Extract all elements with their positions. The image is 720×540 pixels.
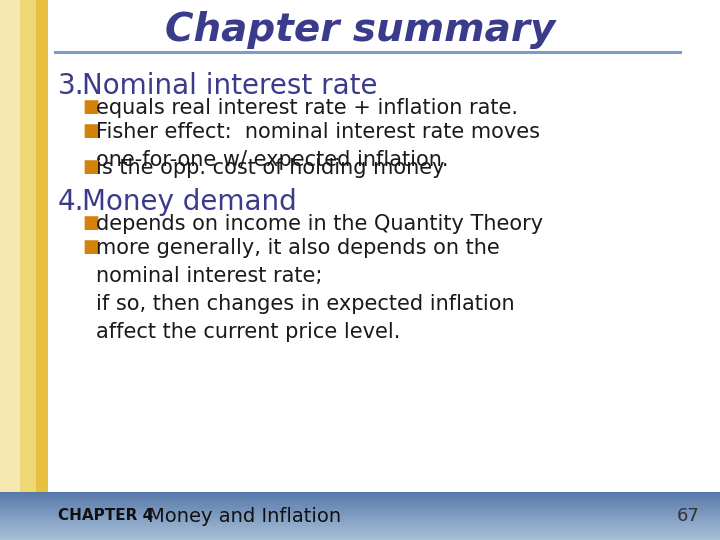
Bar (0, 519, 720, 520)
Text: CHAPTER 4: CHAPTER 4 (58, 509, 153, 523)
Text: equals real interest rate + inflation rate.: equals real interest rate + inflation ra… (96, 98, 518, 118)
Bar (0, 524, 720, 525)
Bar (0, 532, 720, 533)
Text: more generally, it also depends on the
nominal interest rate;
if so, then change: more generally, it also depends on the n… (96, 238, 515, 342)
Text: is the opp. cost of holding money: is the opp. cost of holding money (96, 158, 444, 178)
Text: ■: ■ (82, 122, 99, 140)
Bar (0, 522, 720, 523)
Bar (0, 496, 720, 497)
Bar (0, 521, 720, 522)
Bar (36, 0, 48, 492)
Bar (0, 533, 720, 534)
Bar (0, 526, 720, 527)
Text: 67: 67 (677, 507, 700, 525)
Bar (0, 515, 720, 516)
Bar (0, 511, 720, 512)
Bar (0, 0, 20, 492)
Bar (0, 506, 720, 507)
Bar (0, 537, 720, 538)
Bar (0, 538, 720, 539)
Bar (0, 497, 720, 498)
Text: Money and Inflation: Money and Inflation (148, 507, 341, 525)
Bar (0, 498, 720, 499)
Bar (0, 501, 720, 502)
Bar (0, 495, 720, 496)
Bar (0, 518, 720, 519)
Bar (0, 508, 720, 509)
Bar (20, 0, 36, 492)
Text: Fisher effect:  nominal interest rate moves
one-for-one w/ expected inflation.: Fisher effect: nominal interest rate mov… (96, 122, 540, 170)
Bar (0, 509, 720, 510)
Bar (0, 535, 720, 536)
Bar (0, 510, 720, 511)
Text: ■: ■ (82, 158, 99, 176)
Text: 3.: 3. (58, 72, 85, 100)
Bar (0, 539, 720, 540)
Bar (0, 525, 720, 526)
Bar (0, 505, 720, 506)
Bar (0, 514, 720, 515)
Bar (0, 531, 720, 532)
Text: 4.: 4. (58, 188, 84, 216)
Bar (0, 494, 720, 495)
Bar (0, 493, 720, 494)
Bar (0, 512, 720, 513)
Bar (0, 507, 720, 508)
Bar (0, 534, 720, 535)
Bar (0, 513, 720, 514)
Bar (0, 500, 720, 501)
Text: ■: ■ (82, 238, 99, 256)
Bar (0, 516, 720, 517)
Bar (0, 523, 720, 524)
Text: ■: ■ (82, 214, 99, 232)
Bar (0, 503, 720, 504)
Text: ■: ■ (82, 98, 99, 116)
Bar (0, 517, 720, 518)
Text: Money demand: Money demand (82, 188, 297, 216)
Bar (0, 504, 720, 505)
Bar (0, 536, 720, 537)
Bar (0, 528, 720, 529)
Bar (0, 527, 720, 528)
Text: depends on income in the Quantity Theory: depends on income in the Quantity Theory (96, 214, 543, 234)
Bar (0, 499, 720, 500)
Bar (0, 492, 720, 493)
Text: Chapter summary: Chapter summary (165, 11, 555, 49)
Bar (0, 529, 720, 530)
Bar (0, 520, 720, 521)
Bar (0, 502, 720, 503)
Text: Nominal interest rate: Nominal interest rate (82, 72, 377, 100)
Bar (0, 530, 720, 531)
